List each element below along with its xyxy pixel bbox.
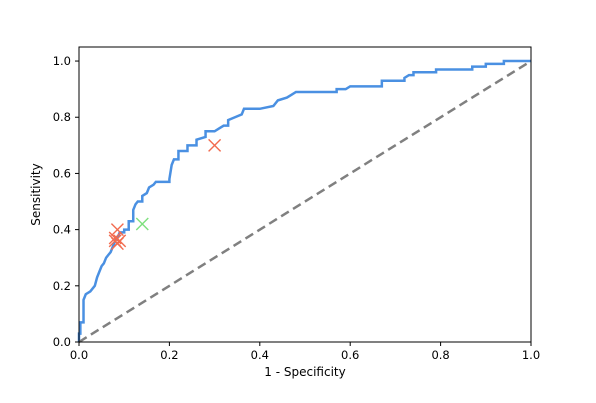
chance-diagonal-line	[78, 59, 532, 344]
y-tick-label: 0.0	[53, 335, 71, 349]
x-axis-label: 1 - Specificity	[264, 365, 345, 379]
y-axis-label: Sensitivity	[29, 163, 43, 225]
y-tick-label: 0.4	[53, 223, 71, 237]
x-tick-label: 0.2	[160, 348, 178, 362]
y-tick-label: 0.6	[53, 166, 71, 180]
y-tick-label: 0.8	[53, 110, 71, 124]
x-tick-label: 0.8	[431, 348, 449, 362]
x-marker	[135, 217, 149, 231]
x-marker	[110, 237, 124, 251]
x-marker	[208, 138, 222, 152]
plot-area	[77, 59, 532, 344]
roc-curve-line	[77, 59, 531, 342]
x-tick-label: 0.6	[341, 348, 359, 362]
plot-frame	[78, 46, 532, 343]
y-tick-label: 0.2	[53, 279, 71, 293]
x-axis: 0.0 0.2 0.4 0.6 0.8 1.0	[70, 342, 540, 362]
y-axis: 0.0 0.2 0.4 0.6 0.8 1.0	[53, 54, 79, 349]
x-tick-label: 0.0	[70, 348, 88, 362]
x-marker	[110, 223, 124, 237]
y-tick-label: 1.0	[53, 54, 71, 68]
x-tick-label: 0.4	[251, 348, 269, 362]
x-tick-label: 1.0	[522, 348, 540, 362]
